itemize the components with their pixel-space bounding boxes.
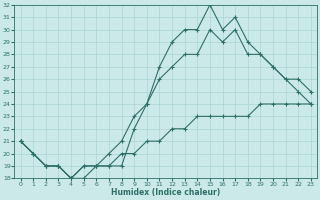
X-axis label: Humidex (Indice chaleur): Humidex (Indice chaleur) xyxy=(111,188,220,197)
